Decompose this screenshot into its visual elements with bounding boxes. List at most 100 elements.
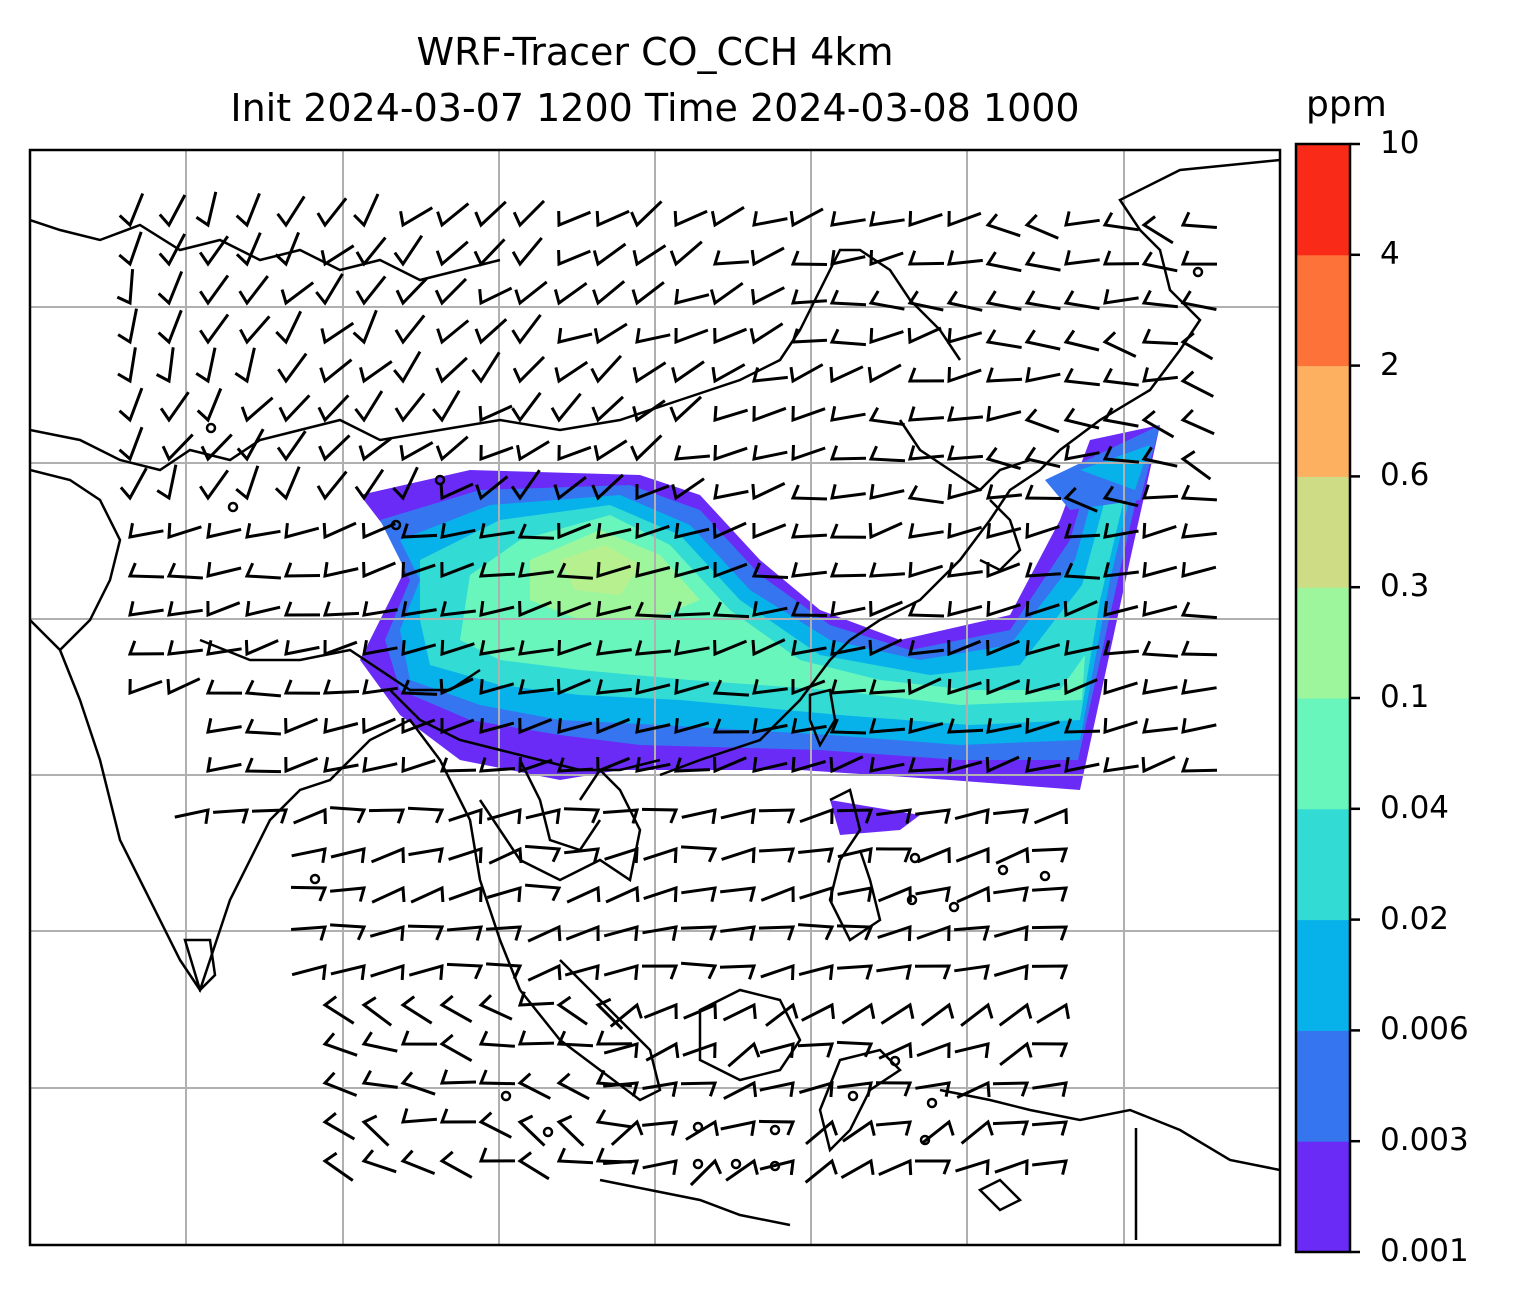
wind-barb: [517, 1072, 551, 1100]
wind-barb: [837, 1081, 873, 1097]
wind-barb: [947, 562, 983, 578]
wind-barb: [322, 1112, 356, 1141]
wind-barb: [317, 394, 350, 423]
wind-barb: [1063, 407, 1100, 430]
wind-barb: [174, 808, 210, 825]
wind-barb: [805, 1119, 839, 1146]
wind-barb: [998, 1002, 1033, 1027]
wind-barb: [1063, 290, 1100, 311]
wind-barb: [596, 756, 631, 774]
wind-barb: [323, 561, 359, 578]
wind-barb: [556, 757, 593, 773]
wind-barb: [830, 484, 866, 500]
wind-barb: [400, 523, 438, 539]
wind-barb: [362, 679, 398, 695]
wind-barb: [868, 562, 905, 578]
wind-barb: [685, 1119, 719, 1141]
wind-barb: [118, 192, 145, 228]
wind-barb: [722, 1002, 757, 1022]
wind-barb: [196, 387, 223, 423]
wind-barb: [485, 925, 523, 941]
wind-barb: [1103, 288, 1139, 305]
wind-barb: [869, 600, 903, 618]
wind-barb: [603, 1081, 640, 1097]
wind-barb: [985, 755, 1020, 774]
wind-barb: [556, 1030, 594, 1048]
wind-barb: [1181, 561, 1217, 579]
wind-barb: [1102, 211, 1139, 232]
wind-barb: [1063, 600, 1098, 618]
wind-barb: [478, 1111, 512, 1139]
wind-barb: [752, 717, 788, 734]
wind-barb: [566, 885, 601, 904]
wind-barb: [1024, 251, 1061, 272]
wind-barb: [791, 444, 826, 462]
wind-barb: [408, 847, 444, 864]
wind-barb: [401, 756, 436, 774]
wind-barb: [1141, 328, 1179, 346]
wind-barb: [725, 1158, 759, 1182]
wind-barb: [875, 1081, 913, 1097]
wind-barb: [916, 924, 951, 942]
wind-barb: [985, 446, 1022, 471]
wind-barb: [1024, 484, 1062, 500]
wind-barb: [157, 270, 184, 306]
wind-barb: [1103, 562, 1139, 578]
wind-barb: [713, 405, 749, 423]
wind-barb: [947, 327, 983, 345]
wind-barb: [557, 639, 592, 657]
wind-barb: [720, 808, 756, 825]
wind-barb: [1025, 522, 1060, 540]
wind-barb: [830, 406, 866, 422]
wind-barb: [439, 1069, 477, 1085]
wind-barb: [439, 1033, 473, 1063]
wind-barb: [166, 562, 203, 580]
wind-barb: [284, 717, 319, 735]
wind-barb: [556, 1114, 585, 1147]
wind-barb: [244, 639, 279, 657]
wind-barb: [518, 717, 553, 735]
wind-barb: [435, 356, 468, 384]
wind-barb: [801, 1002, 835, 1022]
wind-barb: [557, 210, 592, 228]
wind-barb: [955, 1158, 990, 1176]
wind-barb: [355, 275, 387, 306]
wind-barb: [960, 1119, 994, 1145]
wind-barb: [985, 484, 1023, 500]
wind-barb: [830, 210, 866, 227]
wind-barb: [596, 561, 632, 579]
wind-barb: [986, 639, 1020, 657]
wind-barb: [751, 562, 789, 579]
wind-barb: [517, 1151, 550, 1181]
wind-barb: [511, 313, 542, 345]
wind-barb: [440, 601, 476, 617]
wind-barb: [868, 406, 905, 427]
wind-barb: [758, 808, 796, 824]
wind-barb: [486, 962, 523, 980]
wind-barb: [947, 678, 982, 696]
wind-barb: [681, 845, 718, 863]
wind-barb: [713, 639, 748, 657]
colorbar-tick-label: 2: [1380, 346, 1400, 383]
wind-barbs: [116, 191, 1218, 1187]
wind-barb: [118, 426, 144, 462]
wind-barb: [320, 244, 355, 267]
wind-barb: [680, 961, 718, 980]
wind-barb: [634, 640, 672, 656]
wind-barb: [645, 1041, 680, 1062]
wind-barb: [206, 756, 242, 773]
wind-barb: [797, 923, 835, 941]
wind-barb: [915, 1159, 952, 1175]
wind-barb: [829, 718, 867, 735]
wind-barb: [362, 639, 398, 656]
wind-barb: [200, 433, 233, 462]
wind-barb: [234, 347, 256, 384]
wind-barb: [1063, 523, 1101, 539]
wind-barb: [946, 250, 983, 266]
wind-barb: [752, 600, 788, 617]
wind-barb: [322, 521, 357, 540]
wind-barb: [517, 1030, 555, 1046]
wind-barb: [524, 844, 562, 863]
wind-barb: [758, 925, 796, 941]
wind-barb: [712, 521, 747, 540]
